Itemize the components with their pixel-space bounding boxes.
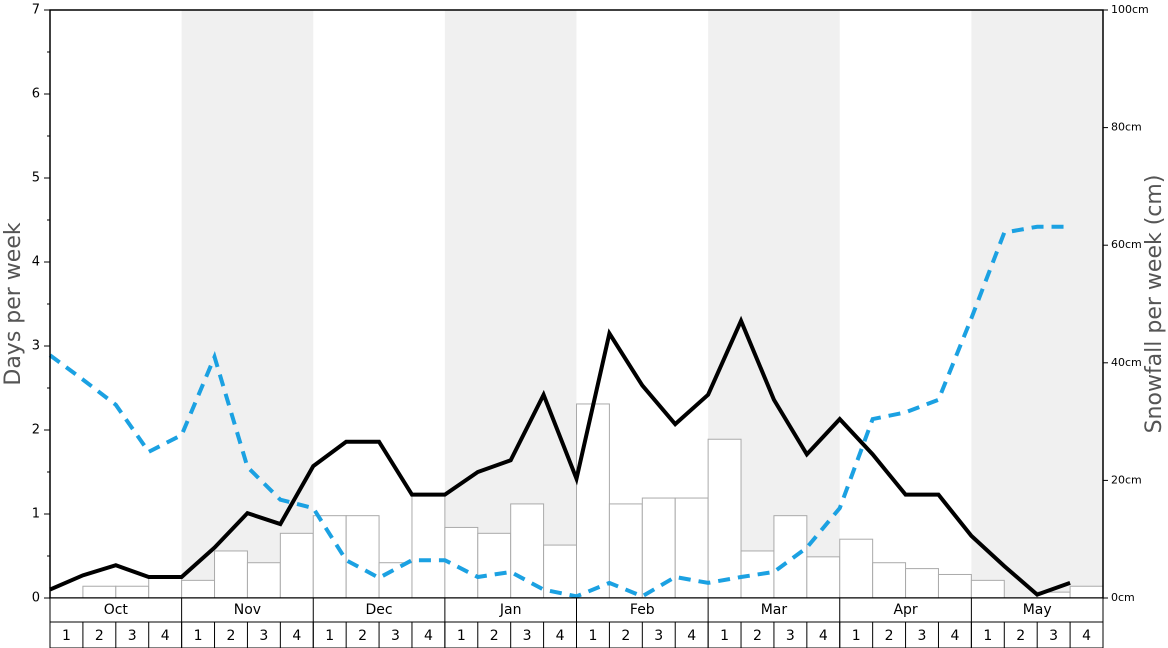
bar <box>312 515 347 599</box>
week-label: 1 <box>194 628 203 644</box>
bar <box>148 577 183 599</box>
month-label: Jan <box>499 602 522 618</box>
week-label: 2 <box>885 628 894 644</box>
week-label: 3 <box>128 628 137 644</box>
week-label: 1 <box>457 628 466 644</box>
y-tick-label: 7 <box>32 3 40 18</box>
y-axis-title: Days per week <box>1 222 26 385</box>
bar <box>181 579 216 599</box>
bar <box>839 538 874 599</box>
bar <box>937 573 972 599</box>
y-tick-label: 6 <box>32 87 40 102</box>
bar <box>806 556 841 599</box>
y-tick-label: 4 <box>32 255 40 270</box>
month-label: Nov <box>234 602 261 618</box>
week-label: 2 <box>490 628 499 644</box>
bar <box>246 562 281 599</box>
bar <box>214 550 248 599</box>
week-label: 3 <box>523 628 532 644</box>
y-tick-label: 0 <box>32 591 40 606</box>
y2-tick-label: 20cm <box>1111 473 1142 486</box>
y-tick-label: 2 <box>32 423 40 438</box>
bar <box>279 532 314 599</box>
week-label: 2 <box>358 628 367 644</box>
week-label: 4 <box>556 628 565 644</box>
bar <box>477 532 512 599</box>
y2-tick-label: 100cm <box>1111 3 1149 16</box>
y2-tick-label: 80cm <box>1111 121 1142 134</box>
week-label: 3 <box>391 628 400 644</box>
week-label: 3 <box>918 628 927 644</box>
week-label: 2 <box>621 628 630 644</box>
week-label: 1 <box>325 628 334 644</box>
week-label: 4 <box>950 628 959 644</box>
week-label: 4 <box>424 628 433 644</box>
bar <box>970 579 1005 599</box>
week-label: 1 <box>62 628 71 644</box>
bar <box>378 562 413 599</box>
y-tick-label: 3 <box>32 339 40 354</box>
bar <box>641 497 676 599</box>
y2-axis-title: Snowfall per week (cm) <box>1142 175 1167 434</box>
week-label: 2 <box>1016 628 1025 644</box>
y-tick-label: 1 <box>32 507 40 522</box>
week-label: 4 <box>161 628 170 644</box>
week-label: 2 <box>227 628 236 644</box>
week-label: 1 <box>852 628 861 644</box>
bar <box>411 494 446 599</box>
bar <box>872 562 907 599</box>
week-label: 4 <box>687 628 696 644</box>
bar <box>115 585 150 599</box>
bar <box>707 438 742 599</box>
dashed-line <box>48 224 1071 599</box>
bar <box>1069 585 1104 599</box>
month-band <box>444 10 577 598</box>
bar <box>510 503 545 599</box>
bar <box>543 544 577 599</box>
week-label: 4 <box>1082 628 1091 644</box>
line <box>49 315 1071 597</box>
week-label: 1 <box>588 628 597 644</box>
week-label: 2 <box>95 628 104 644</box>
week-label: 3 <box>1049 628 1058 644</box>
bar <box>82 585 117 599</box>
week-label: 3 <box>259 628 268 644</box>
month-band <box>971 10 1103 598</box>
week-label: 4 <box>292 628 301 644</box>
y2-tick-label: 60cm <box>1111 238 1142 251</box>
y2-tick-label: 0cm <box>1111 591 1135 604</box>
month-label: Apr <box>893 602 917 618</box>
y2-tick-label: 40cm <box>1111 356 1142 369</box>
week-label: 3 <box>654 628 663 644</box>
month-label: Dec <box>366 602 393 618</box>
week-label: 1 <box>983 628 992 644</box>
bar <box>576 403 610 599</box>
bar <box>773 515 808 599</box>
month-label: Feb <box>630 602 655 618</box>
month-label: Oct <box>104 602 129 618</box>
bar <box>345 515 380 599</box>
week-label: 4 <box>819 628 828 644</box>
y-tick-label: 5 <box>32 171 40 186</box>
week-label: 3 <box>786 628 795 644</box>
week-label: 2 <box>753 628 762 644</box>
week-label: 1 <box>720 628 729 644</box>
month-band <box>181 10 314 598</box>
month-label: Mar <box>761 602 788 618</box>
bar <box>905 568 939 599</box>
month-label: May <box>1023 602 1052 618</box>
